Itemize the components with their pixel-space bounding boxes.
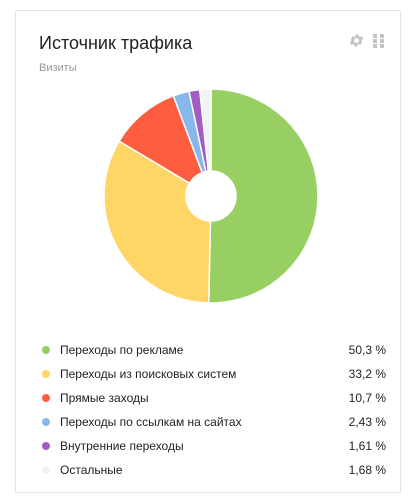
legend-label: Внутренние переходы [60, 439, 184, 453]
legend-color-dot [42, 394, 50, 402]
legend-label: Остальные [60, 463, 123, 477]
pie-slice-6[interactable] [198, 88, 212, 172]
pie-slice-2[interactable] [103, 140, 212, 304]
traffic-pie-chart [103, 88, 319, 304]
traffic-source-widget: Источник трафика Визиты Переходы по рекл… [15, 10, 401, 493]
legend-color-dot [42, 346, 50, 354]
legend-value: 33,2 % [348, 367, 386, 381]
legend-item[interactable]: Переходы из поисковых систем 33,2 % [40, 362, 386, 386]
legend-label: Переходы по ссылкам на сайтах [60, 415, 242, 429]
grid-drag-icon[interactable] [373, 33, 384, 48]
legend-color-dot [42, 370, 50, 378]
widget-title: Источник трафика [39, 33, 193, 53]
legend-item[interactable]: Остальные 1,68 % [40, 458, 386, 482]
legend-label: Переходы по рекламе [60, 343, 184, 357]
legend-color-dot [42, 418, 50, 426]
legend-label: Переходы из поисковых систем [60, 367, 237, 381]
legend-value: 1,61 % [348, 439, 386, 453]
legend-value: 50,3 % [348, 343, 386, 357]
legend-item[interactable]: Переходы по ссылкам на сайтах 2,43 % [40, 410, 386, 434]
legend-item[interactable]: Внутренние переходы 1,61 % [40, 434, 386, 458]
widget-subtitle: Визиты [39, 62, 77, 74]
legend-color-dot [42, 442, 50, 450]
legend-label: Прямые заходы [60, 391, 149, 405]
legend-value: 1,68 % [348, 463, 386, 477]
pie-slice-1[interactable] [207, 88, 319, 304]
legend-item[interactable]: Прямые заходы 10,7 % [40, 386, 386, 410]
legend-color-dot [42, 466, 50, 474]
widget-controls [348, 32, 384, 49]
legend-value: 2,43 % [348, 415, 386, 429]
chart-legend: Переходы по рекламе 50,3 % Переходы из пои… [40, 338, 386, 482]
legend-value: 10,7 % [348, 391, 386, 405]
legend-item[interactable]: Переходы по рекламе 50,3 % [40, 338, 386, 362]
gear-icon[interactable] [348, 32, 365, 49]
